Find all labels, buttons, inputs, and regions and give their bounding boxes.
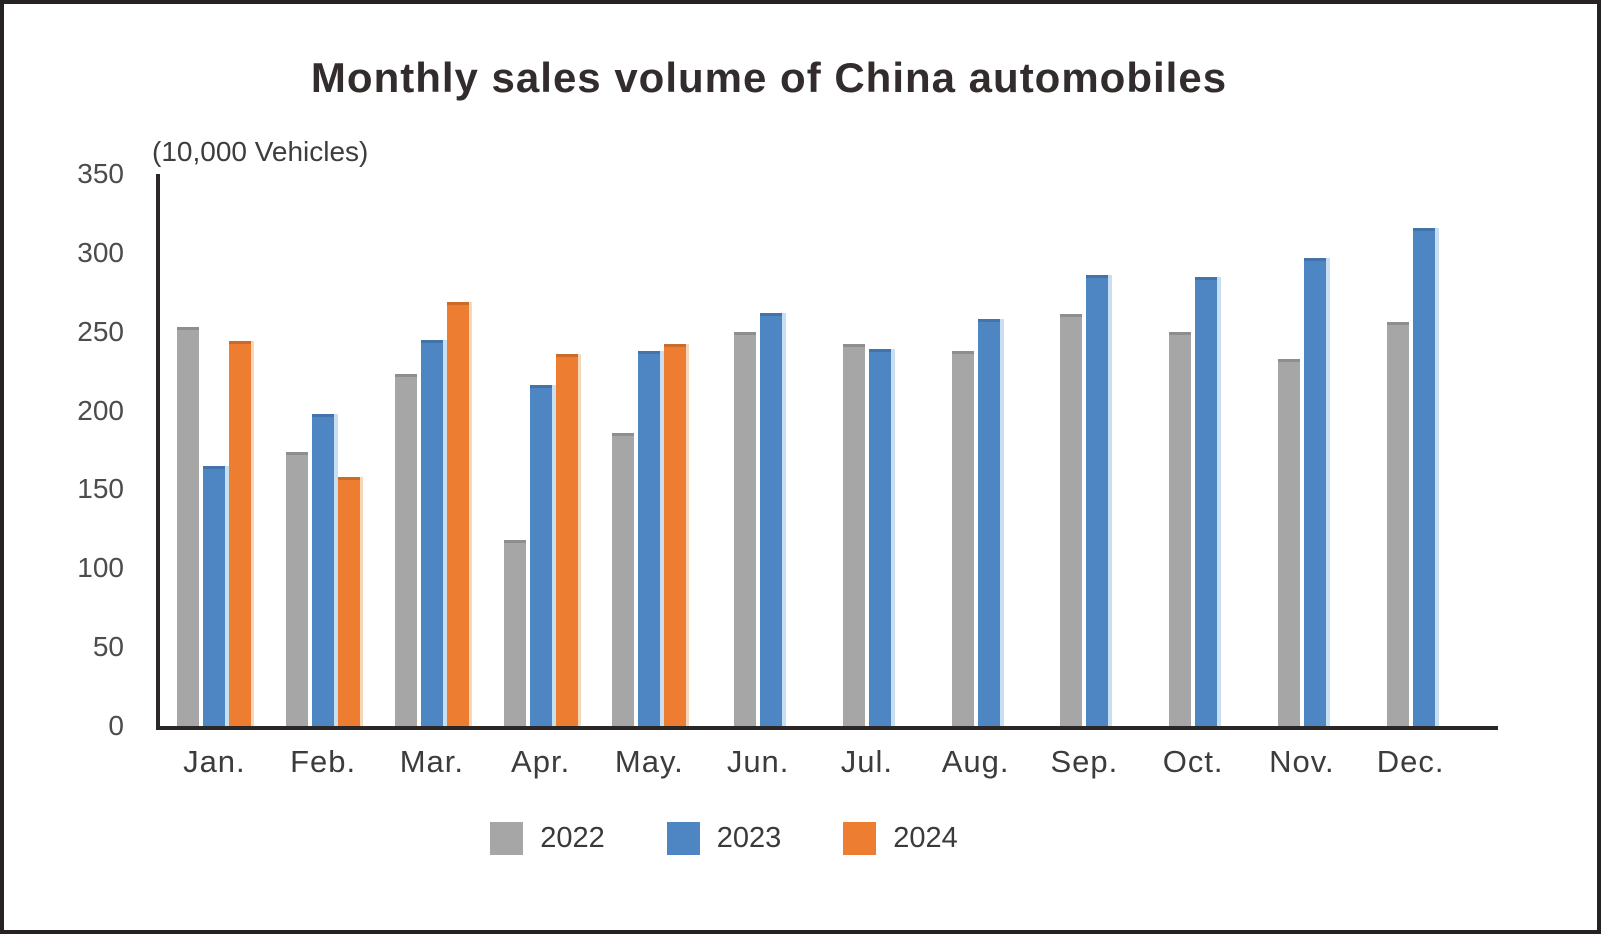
x-axis-label: Aug. (941, 744, 1010, 779)
bar-2023-jun (760, 312, 783, 726)
legend-label: 2023 (716, 822, 782, 854)
y-axis-line (156, 174, 160, 730)
bar-2024-may (664, 344, 687, 726)
x-axis-labels: Jan. Feb. Mar. Apr. May. Jun. Jul. Aug. Sep. Oct.… (160, 744, 1465, 780)
bar-2023-jul (868, 349, 891, 726)
bar-2024-mar (446, 301, 469, 726)
bar-2022-oct (1169, 331, 1192, 726)
bar-2023-apr (529, 385, 552, 726)
y-axis-tick-label: 200 (77, 394, 124, 426)
y-axis-tick-label: 300 (77, 236, 124, 268)
y-axis-unit-label: (10,000 Vehicles) (152, 136, 369, 167)
y-axis-tick-label: 150 (77, 473, 124, 505)
y-axis-tick-labels: 0 50 100 150 200 250 300 350 (49, 158, 124, 741)
bar-group-jan (160, 174, 269, 726)
bar-group-jul (813, 174, 922, 726)
x-axis-label: Dec. (1376, 744, 1445, 779)
bar-group-feb (269, 174, 378, 726)
legend: 2022 2023 2024 (159, 822, 1289, 855)
legend-item-2024: 2024 (843, 822, 958, 855)
x-axis-label: Nov. (1269, 744, 1335, 779)
bar-2023-may (638, 350, 661, 726)
bar-2024-apr (555, 353, 578, 726)
bar-2022-nov (1277, 358, 1300, 726)
bar-2023-oct (1195, 276, 1218, 726)
bar-group-may (595, 174, 704, 726)
bar-2023-mar (420, 339, 443, 726)
legend-item-2023: 2023 (666, 822, 782, 855)
x-axis-label: May. (614, 744, 684, 779)
x-axis-label: Apr. (511, 744, 571, 779)
bar-2023-sep (1086, 274, 1109, 726)
bar-group-nov (1248, 174, 1357, 726)
x-axis-label: Jul. (840, 744, 893, 779)
y-axis-tick-label: 350 (77, 158, 124, 189)
legend-label: 2022 (540, 822, 605, 854)
chart-title: Monthly sales volume of China automobile… (310, 54, 1228, 101)
x-axis-label: Sep. (1050, 744, 1119, 779)
bar-group-dec (1356, 174, 1465, 726)
legend-swatch-2024 (843, 822, 877, 855)
y-axis-tick-label: 50 (92, 631, 124, 663)
bar-group-oct (1139, 174, 1248, 726)
bar-2022-apr (503, 539, 526, 726)
x-axis-line (156, 726, 1498, 730)
bar-group-mar (378, 174, 487, 726)
bar-group-jun (704, 174, 813, 726)
bar-2023-feb (312, 413, 335, 726)
bar-group-sep (1030, 174, 1139, 726)
bar-2022-jan (177, 326, 200, 726)
bar-2022-dec (1386, 322, 1409, 726)
y-axis-tick-label: 250 (77, 315, 124, 347)
x-axis-label: Jan. (183, 744, 246, 779)
bar-group-apr (486, 174, 595, 726)
bar-2024-feb (338, 476, 361, 726)
y-axis-tick-label: 0 (108, 710, 124, 741)
bar-2024-jan (229, 341, 252, 726)
legend-swatch-2022 (490, 822, 524, 855)
bar-2023-nov (1303, 257, 1326, 726)
x-axis-label: Feb. (290, 744, 357, 779)
bar-2023-dec (1412, 227, 1435, 726)
bar-2022-sep (1060, 314, 1083, 726)
x-axis-label: Oct. (1162, 744, 1224, 779)
x-axis-label: Mar. (399, 744, 465, 779)
x-axis-label: Jun. (726, 744, 790, 779)
bar-2022-jul (842, 344, 865, 726)
bar-2022-feb (286, 451, 309, 726)
legend-item-2022: 2022 (490, 822, 605, 855)
bar-2023-aug (977, 319, 1000, 726)
y-axis-tick-label: 100 (77, 552, 124, 584)
legend-label: 2024 (893, 822, 958, 854)
bar-group-aug (921, 174, 1030, 726)
bar-2022-jun (734, 331, 757, 726)
bar-2022-mar (394, 374, 417, 726)
plot-area (160, 174, 1465, 726)
legend-swatch-2023 (666, 822, 700, 855)
bar-2023-jan (203, 465, 226, 726)
bar-2022-may (612, 432, 635, 726)
bar-2022-aug (951, 350, 974, 726)
